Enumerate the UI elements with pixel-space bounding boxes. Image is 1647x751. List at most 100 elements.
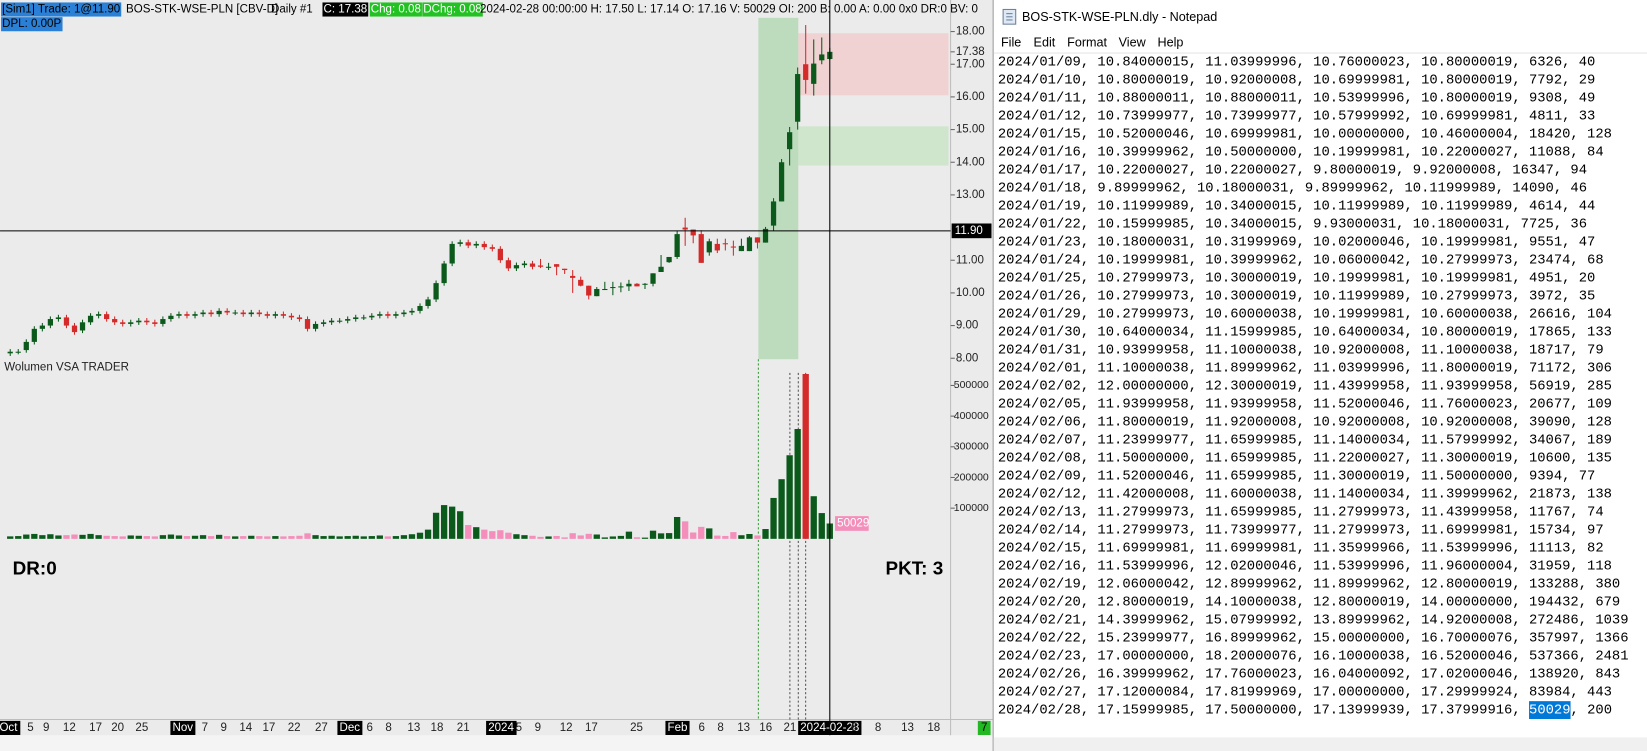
text-line: 2024/01/23, 10.18000031, 10.31999969, 10… bbox=[998, 235, 1595, 251]
volume-bar bbox=[609, 536, 617, 539]
volume-bar bbox=[545, 536, 552, 539]
volume-bar bbox=[47, 534, 54, 539]
candle-body bbox=[618, 286, 624, 288]
candle-body bbox=[586, 285, 592, 296]
volume-bar bbox=[232, 536, 239, 539]
price-tick-label: 17.00 bbox=[956, 58, 985, 70]
menu-item[interactable]: File bbox=[1001, 35, 1021, 49]
text-line: 2024/02/23, 17.00000000, 18.20000076, 16… bbox=[998, 649, 1629, 665]
candle-body bbox=[795, 74, 801, 122]
volume-bar bbox=[738, 535, 745, 539]
menu-item[interactable]: Format bbox=[1067, 35, 1107, 49]
candle-body bbox=[63, 317, 70, 326]
candle-body bbox=[369, 315, 375, 318]
volume-bar bbox=[690, 532, 697, 539]
volume-bar bbox=[215, 534, 223, 539]
candle-body bbox=[787, 132, 793, 150]
price-tick-label: 11.00 bbox=[956, 254, 984, 266]
chart-scrollbar[interactable] bbox=[0, 735, 993, 751]
text-line: 2024/01/24, 10.19999981, 10.39999962, 10… bbox=[998, 253, 1604, 269]
volume-bar bbox=[537, 536, 544, 539]
candle-body bbox=[272, 314, 279, 316]
candle-body bbox=[79, 322, 86, 331]
candle-body bbox=[465, 242, 471, 246]
menu-item[interactable]: Help bbox=[1158, 35, 1184, 49]
notepad-scrollbar[interactable] bbox=[993, 737, 1647, 751]
x-tick-label: 8 bbox=[385, 722, 391, 734]
candle-body bbox=[433, 283, 439, 300]
volume-bar bbox=[191, 535, 199, 539]
text-line: 2024/01/10, 10.80000019, 10.92000008, 10… bbox=[998, 73, 1595, 89]
candle-body bbox=[746, 237, 753, 252]
toolbar-item-box bbox=[422, 2, 483, 17]
corner-badge-box bbox=[977, 720, 991, 735]
candle-body bbox=[417, 305, 423, 311]
text-line: 2024/01/30, 10.64000034, 11.15999985, 10… bbox=[998, 325, 1612, 341]
x-tick-label: 14 bbox=[239, 722, 252, 734]
volume-bar bbox=[119, 536, 126, 539]
candle-body bbox=[473, 243, 479, 246]
x-tick-label: 7 bbox=[202, 722, 208, 734]
candle-body bbox=[722, 243, 728, 245]
candle-body bbox=[304, 319, 311, 329]
candle-body bbox=[7, 351, 13, 354]
candle-body bbox=[216, 310, 222, 315]
text-line: 2024/02/15, 11.69999981, 11.69999981, 11… bbox=[998, 541, 1604, 557]
candle-body bbox=[497, 248, 503, 261]
text-line: 2024/01/19, 10.11999989, 10.34000015, 10… bbox=[998, 199, 1595, 215]
indicator-right: PKT: 3 bbox=[885, 558, 943, 579]
price-tick-label: 18.00 bbox=[956, 26, 985, 38]
candle-body bbox=[104, 314, 110, 320]
x-tick-label: 2024-02-28 bbox=[800, 722, 859, 734]
text-line: 2024/01/25, 10.27999973, 10.30000019, 10… bbox=[998, 271, 1595, 287]
candle-body bbox=[256, 312, 262, 315]
text-line: 2024/01/26, 10.27999973, 10.30000019, 10… bbox=[998, 289, 1595, 305]
candle-body bbox=[770, 201, 777, 226]
candle-body bbox=[112, 319, 118, 323]
candle-body bbox=[31, 328, 37, 342]
volume-bar bbox=[360, 536, 367, 539]
volume-tick-label: 500000 bbox=[954, 379, 989, 391]
volume-bar bbox=[328, 535, 335, 539]
menu-item[interactable]: View bbox=[1119, 35, 1147, 49]
candle-body bbox=[457, 242, 463, 244]
candle-body bbox=[441, 263, 447, 284]
volume-bar bbox=[585, 533, 592, 539]
text-line: 2024/01/16, 10.39999962, 10.50000000, 10… bbox=[998, 145, 1604, 161]
volume-bar bbox=[770, 497, 777, 539]
volume-bar bbox=[481, 529, 488, 539]
candle-body bbox=[521, 263, 528, 266]
candle-body bbox=[409, 310, 415, 313]
text-line: 2024/02/28, 17.15999985, 17.50000000, 17… bbox=[998, 703, 1521, 719]
chart-background bbox=[0, 0, 993, 751]
volume-bar bbox=[746, 534, 753, 539]
volume-bar bbox=[95, 535, 102, 539]
menu-item[interactable]: Edit bbox=[1034, 35, 1056, 49]
volume-bar bbox=[665, 533, 673, 539]
candle-body bbox=[377, 314, 383, 316]
volume-bar bbox=[183, 536, 191, 539]
candle-body bbox=[361, 317, 367, 319]
volume-bar bbox=[786, 455, 793, 539]
candle-body bbox=[71, 325, 78, 333]
volume-bar bbox=[553, 535, 560, 539]
volume-bar bbox=[376, 535, 383, 539]
x-tick-label-box bbox=[337, 720, 363, 735]
candle-body bbox=[449, 243, 455, 264]
text-line: 2024/02/16, 11.53999996, 12.02000046, 11… bbox=[998, 559, 1612, 575]
x-tick-label-box bbox=[170, 720, 196, 735]
candle-body bbox=[288, 315, 295, 318]
candle-body bbox=[634, 283, 640, 287]
x-tick-label: 6 bbox=[698, 722, 704, 734]
x-tick-label: Feb bbox=[668, 722, 688, 734]
toolbar-item-box bbox=[369, 2, 422, 17]
candle-body bbox=[650, 273, 656, 284]
text-line: 2024/02/02, 12.00000000, 12.30000019, 11… bbox=[998, 379, 1612, 395]
volume-bar bbox=[63, 535, 70, 539]
volume-bar bbox=[657, 533, 665, 539]
candle-body bbox=[248, 312, 254, 315]
candle-body bbox=[602, 288, 608, 291]
candle-body bbox=[425, 299, 431, 306]
candle-body bbox=[545, 266, 552, 268]
candle-body bbox=[529, 263, 536, 267]
